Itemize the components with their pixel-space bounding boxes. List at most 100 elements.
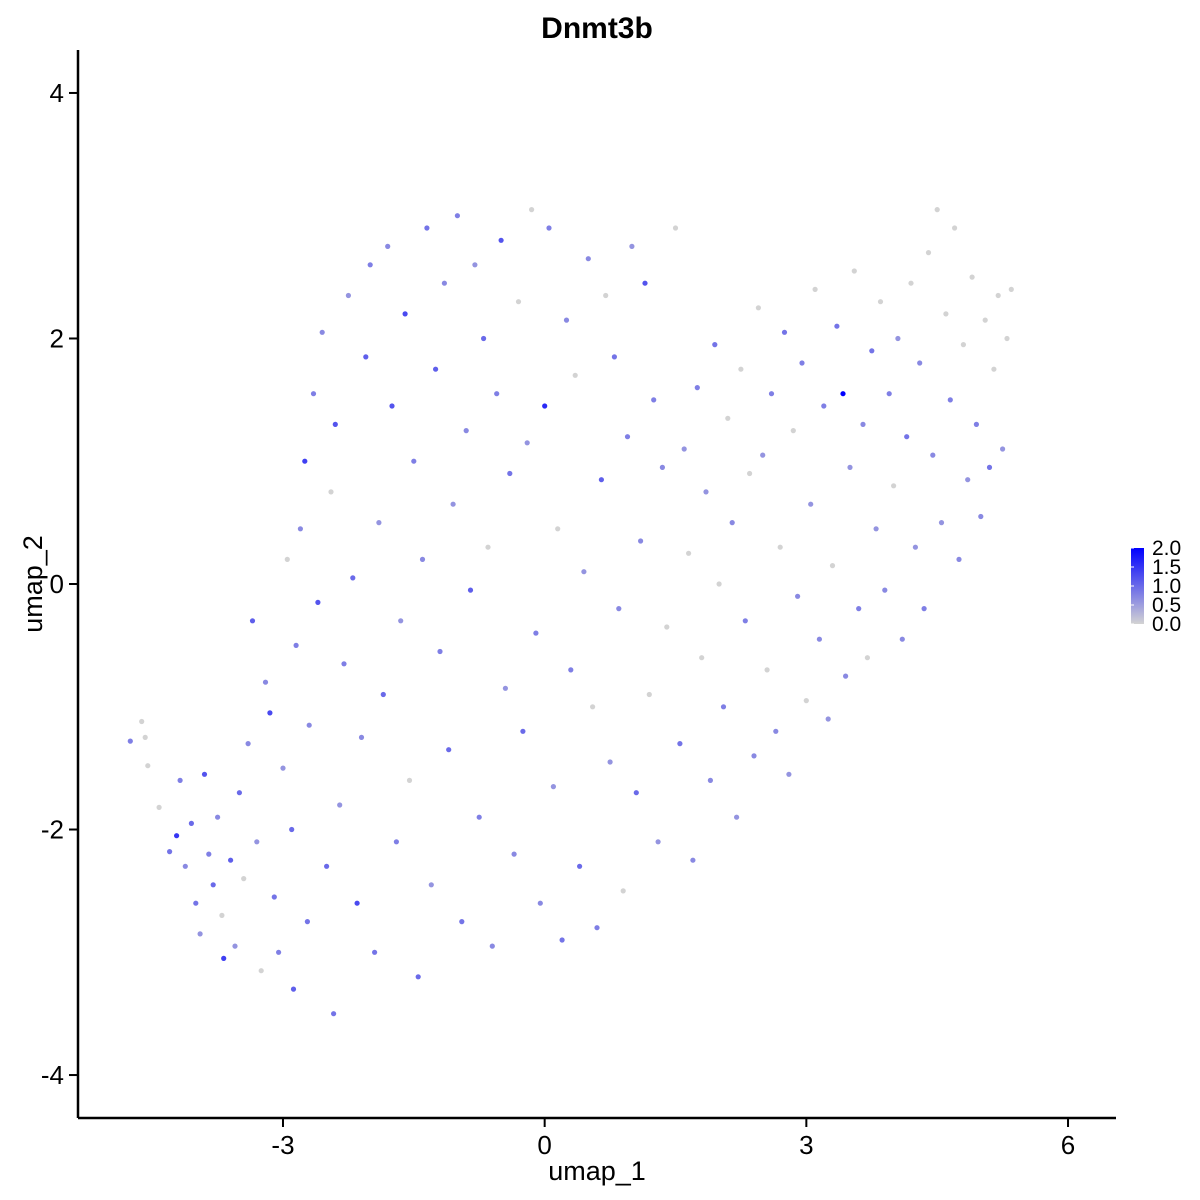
- data-point: [864, 655, 871, 661]
- data-point: [856, 606, 862, 612]
- data-point: [834, 323, 840, 329]
- data-point: [337, 802, 343, 808]
- data-point: [598, 477, 605, 483]
- data-point: [331, 1011, 337, 1017]
- data-point: [546, 225, 552, 231]
- data-point: [332, 421, 338, 427]
- data-point: [310, 391, 317, 397]
- y-tick-label: -2: [41, 815, 64, 845]
- data-point: [629, 243, 635, 249]
- data-point: [803, 698, 809, 704]
- legend-label: 0.5: [1152, 594, 1181, 617]
- data-point: [290, 986, 297, 992]
- data-point: [816, 636, 823, 642]
- data-point: [319, 329, 325, 335]
- data-point: [555, 526, 561, 532]
- data-point: [459, 919, 465, 925]
- data-point: [415, 974, 421, 980]
- x-axis-ticks: -3 0 3 6: [271, 1118, 1075, 1160]
- data-point: [707, 777, 714, 784]
- colorbar: [1131, 548, 1144, 624]
- chart-title: Dnmt3b: [541, 12, 653, 45]
- data-point: [899, 636, 905, 642]
- data-point: [489, 943, 495, 949]
- data-point: [851, 268, 857, 274]
- data-point: [777, 544, 783, 550]
- data-point: [498, 237, 504, 243]
- data-point: [324, 863, 330, 869]
- data-point: [686, 550, 692, 556]
- data-point: [542, 403, 548, 409]
- data-point: [210, 882, 216, 888]
- data-point: [433, 366, 439, 372]
- data-point: [764, 667, 770, 673]
- data-point: [799, 360, 805, 366]
- data-point: [751, 753, 757, 759]
- data-point: [725, 415, 731, 421]
- data-point: [921, 606, 927, 612]
- data-point: [690, 857, 696, 863]
- data-point: [145, 763, 151, 769]
- data-point: [694, 385, 700, 391]
- y-axis-ticks: -4 -2 0 2 4: [41, 78, 78, 1090]
- data-point: [934, 207, 940, 213]
- data-point: [424, 225, 430, 231]
- data-point: [193, 900, 199, 906]
- legend-label: 1.0: [1152, 575, 1181, 598]
- data-point: [821, 403, 827, 409]
- data-point: [376, 520, 382, 526]
- data-point: [768, 391, 775, 397]
- data-point: [611, 354, 618, 360]
- data-point: [389, 403, 395, 409]
- data-point: [293, 642, 299, 649]
- data-point: [786, 771, 792, 777]
- data-point: [437, 648, 443, 655]
- data-point: [559, 937, 565, 943]
- data-point: [271, 894, 277, 900]
- data-point: [904, 434, 910, 440]
- data-point: [385, 243, 391, 249]
- data-point: [620, 888, 626, 894]
- x-tick-label: 6: [1061, 1130, 1075, 1160]
- data-point: [808, 501, 814, 507]
- data-point: [258, 968, 264, 974]
- data-point: [406, 777, 413, 784]
- data-point: [781, 329, 788, 335]
- data-point: [428, 882, 434, 888]
- legend-label: 2.0: [1152, 537, 1181, 560]
- data-point: [594, 925, 600, 931]
- data-point: [419, 556, 426, 563]
- data-point: [450, 501, 456, 507]
- data-point: [1008, 286, 1014, 292]
- data-point: [1004, 335, 1010, 342]
- data-point: [956, 556, 962, 563]
- data-point: [511, 851, 517, 857]
- y-tick-label: 4: [50, 78, 64, 108]
- data-point: [254, 839, 260, 845]
- data-point: [943, 311, 949, 317]
- data-point: [755, 305, 762, 311]
- data-point: [481, 335, 487, 342]
- data-point: [341, 661, 347, 667]
- data-point: [550, 784, 557, 790]
- data-point: [607, 759, 613, 765]
- data-point: [633, 790, 639, 796]
- data-point: [446, 747, 452, 753]
- data-point: [616, 606, 622, 612]
- data-point: [651, 397, 657, 403]
- data-point: [380, 691, 386, 698]
- data-point: [908, 280, 914, 286]
- data-point: [276, 949, 282, 955]
- data-point: [590, 704, 596, 710]
- data-point: [742, 618, 748, 624]
- data-point: [476, 814, 482, 820]
- data-point: [877, 299, 884, 305]
- data-point: [393, 839, 399, 845]
- data-point: [398, 618, 404, 624]
- data-point: [262, 679, 269, 685]
- data-point: [249, 618, 256, 624]
- data-point: [206, 851, 212, 857]
- data-point: [642, 280, 648, 286]
- data-point: [156, 804, 162, 811]
- data-point: [917, 360, 923, 366]
